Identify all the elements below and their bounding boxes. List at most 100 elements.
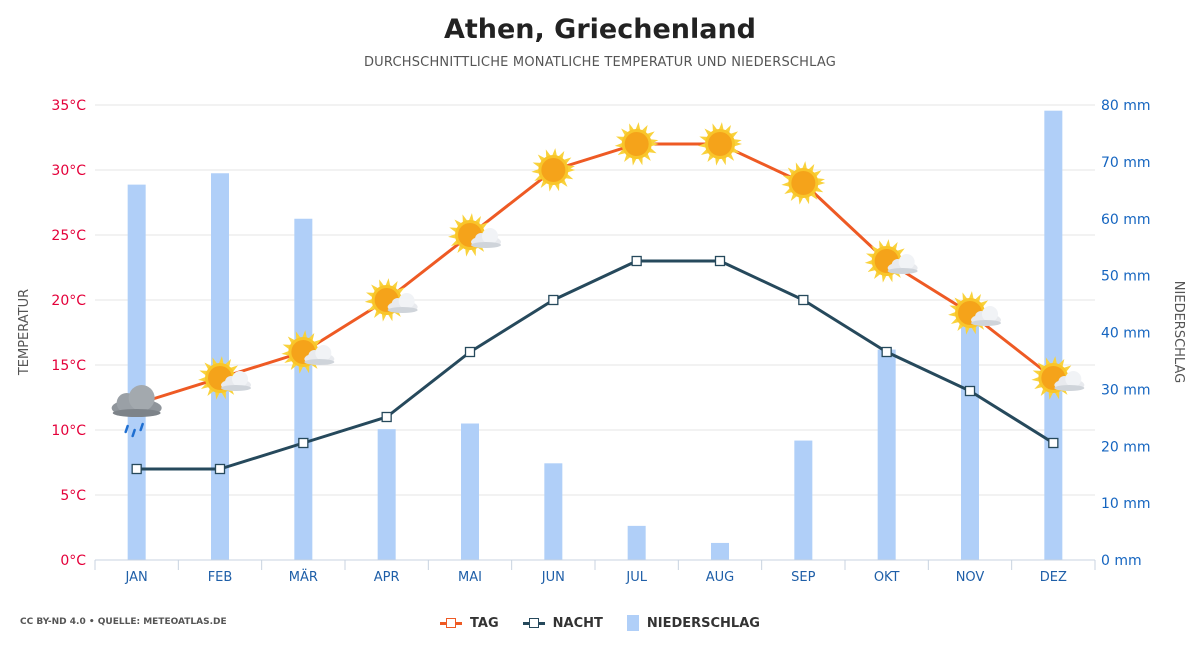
- sun-disc: [624, 132, 649, 156]
- sun-icon: [781, 161, 826, 205]
- temp-tick-label: 30°C: [51, 163, 86, 179]
- night-temp-point: [964, 385, 976, 397]
- month-label: SEP: [791, 570, 815, 585]
- sun-ray: [281, 350, 290, 356]
- sun-ray: [948, 311, 957, 317]
- month-label: NOV: [956, 570, 985, 585]
- precip-bar: [794, 440, 813, 560]
- cloud-part: [232, 371, 248, 387]
- month-label: JUL: [625, 570, 647, 585]
- cloud-part: [1065, 371, 1082, 387]
- cloud-part: [398, 293, 415, 309]
- sun-cloud-icon: [281, 330, 335, 374]
- precip-bar: [711, 542, 729, 560]
- sun-disc: [791, 171, 816, 195]
- sun-cloud-icon: [364, 278, 418, 322]
- sun-ray: [198, 376, 207, 382]
- cloud-shade: [112, 409, 161, 417]
- night-temp-point: [381, 411, 392, 423]
- sun-ray: [531, 168, 540, 174]
- chart-legend: TAG NACHT NIEDERSCHLAG: [0, 614, 1200, 632]
- x-axis: [94, 559, 1096, 570]
- month-label: JUN: [541, 570, 565, 585]
- sun-ray: [448, 233, 457, 239]
- y-axis-title-right: NIEDERSCHLAG: [1171, 281, 1186, 383]
- sun-ray: [631, 157, 637, 166]
- sun-cloud-icon: [864, 239, 918, 283]
- precip-tick-label: 0 mm: [1101, 553, 1142, 569]
- precip-bar: [1044, 110, 1063, 560]
- rain-drop: [139, 422, 144, 432]
- cloud-part: [482, 228, 498, 244]
- night-temp-line: [136, 259, 1055, 471]
- night-temp-point: [1048, 437, 1059, 449]
- precip-tick-label: 50 mm: [1101, 269, 1151, 285]
- precip-bar: [544, 463, 563, 560]
- sun-disc: [541, 158, 566, 182]
- precip-tick-label: 10 mm: [1101, 496, 1151, 512]
- sun-ray: [649, 139, 659, 145]
- legend-nacht-label: NACHT: [552, 615, 603, 631]
- sun-ray: [802, 161, 808, 170]
- source-credit: CC BY-ND 4.0 • QUELLE: METEOATLAS.DE: [20, 617, 227, 627]
- cloud-part: [982, 306, 998, 322]
- precip-bar: [377, 429, 396, 560]
- legend-item-nacht[interactable]: NACHT: [522, 614, 603, 632]
- weather-icons: [111, 122, 1085, 438]
- sun-ray: [733, 139, 742, 145]
- sun-ray: [965, 326, 971, 335]
- temperature-lines: [131, 138, 1059, 475]
- sun-ray: [1052, 356, 1058, 365]
- legend-niederschlag-marker: [626, 615, 639, 631]
- sun-cloud-icon: [448, 213, 501, 257]
- temp-tick-label: 25°C: [51, 228, 86, 244]
- legend-item-tag[interactable]: TAG: [440, 614, 499, 632]
- cloud-part: [315, 345, 332, 361]
- precip-bar: [461, 423, 479, 560]
- sun-ray: [465, 248, 471, 257]
- chart-subtitle: DURCHSCHNITTLICHE MONATLICHE TEMPERATUR …: [363, 55, 837, 70]
- gridlines: [95, 104, 1095, 496]
- sun-cloud-icon: [948, 291, 1001, 335]
- night-temp-point: [631, 255, 642, 267]
- cloud-shade: [1054, 385, 1085, 391]
- sun-ray: [635, 122, 641, 131]
- sun-ray: [798, 196, 804, 205]
- sun-ray: [1031, 376, 1040, 382]
- month-label: OKT: [874, 570, 900, 585]
- cloud-shade: [887, 268, 918, 274]
- precip-bar: [127, 184, 146, 560]
- precip-tick-label: 20 mm: [1101, 439, 1151, 455]
- sun-ray: [816, 178, 825, 184]
- precip-tick-label: 70 mm: [1101, 155, 1151, 171]
- legend-item-niederschlag[interactable]: NIEDERSCHLAG: [626, 615, 760, 631]
- sun-ray: [302, 330, 308, 339]
- sun-disc: [708, 132, 732, 156]
- sun-ray: [1048, 391, 1054, 400]
- sun-cloud-icon: [1031, 356, 1085, 400]
- temp-tick-label: 35°C: [51, 98, 86, 114]
- temp-tick-label: 0°C: [60, 553, 86, 569]
- temp-tick-label: 20°C: [51, 293, 86, 309]
- rain-drop: [124, 424, 129, 434]
- month-label: FEB: [208, 570, 233, 585]
- sun-ray: [381, 313, 387, 322]
- sun-ray: [614, 142, 624, 148]
- sun-ray: [715, 157, 721, 166]
- precip-tick-label: 80 mm: [1101, 98, 1151, 114]
- month-label: JAN: [125, 570, 148, 585]
- sun-ray: [881, 274, 887, 283]
- sun-ray: [864, 259, 874, 265]
- sun-ray: [566, 165, 575, 171]
- sun-icon: [614, 122, 659, 166]
- night-temp-point: [298, 437, 309, 449]
- cloud-shade: [387, 307, 418, 313]
- rain-cloud-icon: [111, 385, 162, 438]
- night-temp-point: [881, 346, 892, 358]
- cloud-shade: [304, 359, 335, 365]
- cloud-part: [898, 254, 915, 270]
- night-temp-point: [714, 255, 726, 267]
- temp-tick-label: 15°C: [51, 358, 86, 374]
- sun-ray: [468, 213, 474, 222]
